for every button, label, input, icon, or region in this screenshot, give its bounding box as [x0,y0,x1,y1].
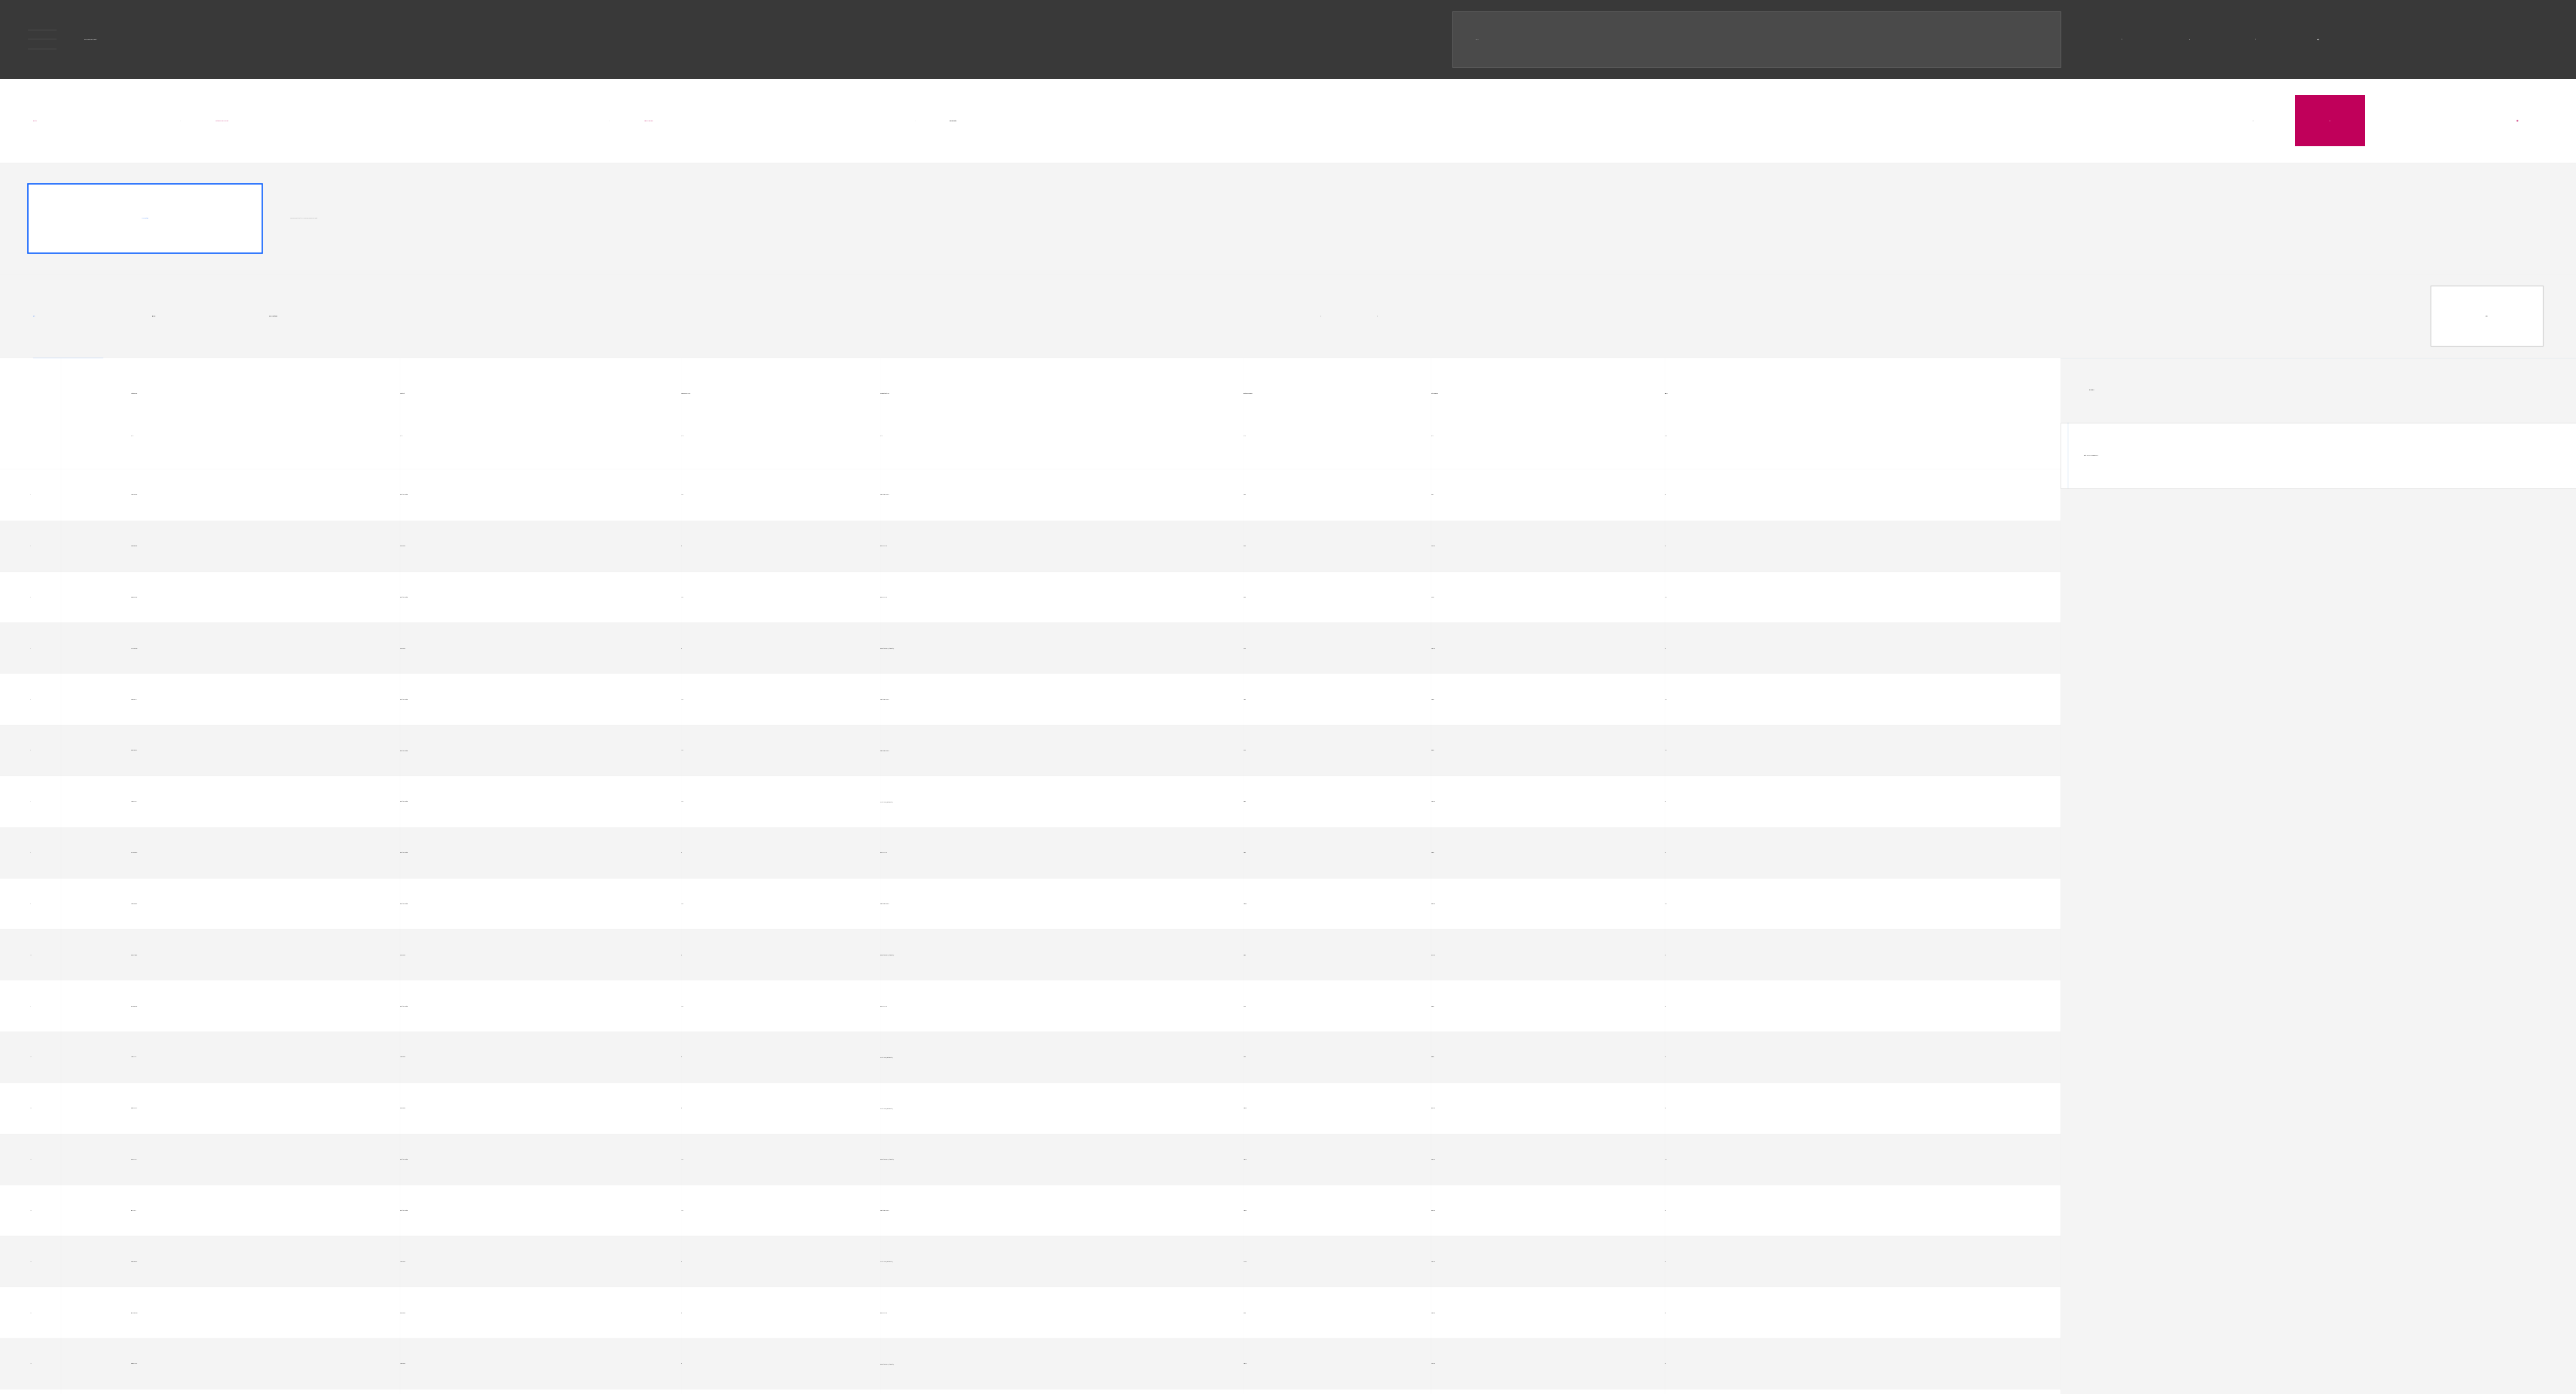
FancyBboxPatch shape [0,520,2061,572]
FancyBboxPatch shape [0,358,2061,1394]
FancyBboxPatch shape [28,184,263,254]
FancyBboxPatch shape [0,0,2576,79]
FancyBboxPatch shape [2061,358,2576,1394]
FancyBboxPatch shape [0,572,2061,623]
FancyBboxPatch shape [0,163,2576,275]
FancyBboxPatch shape [0,1083,2061,1133]
FancyBboxPatch shape [0,1338,2061,1390]
FancyBboxPatch shape [0,1032,2061,1083]
FancyBboxPatch shape [0,930,2061,980]
FancyBboxPatch shape [0,673,2061,725]
FancyBboxPatch shape [0,1236,2061,1287]
FancyBboxPatch shape [0,470,2061,520]
FancyBboxPatch shape [0,878,2061,930]
FancyBboxPatch shape [0,725,2061,776]
FancyBboxPatch shape [0,623,2061,673]
FancyBboxPatch shape [0,1133,2061,1185]
FancyBboxPatch shape [2061,422,2576,488]
FancyBboxPatch shape [0,1390,2061,1394]
FancyBboxPatch shape [0,827,2061,878]
FancyBboxPatch shape [0,275,2576,358]
FancyBboxPatch shape [0,79,2576,163]
FancyBboxPatch shape [0,1287,2061,1338]
FancyBboxPatch shape [0,358,2061,470]
FancyBboxPatch shape [0,1185,2061,1236]
FancyBboxPatch shape [1453,11,2061,67]
FancyBboxPatch shape [2295,95,2365,146]
FancyBboxPatch shape [0,776,2061,827]
FancyBboxPatch shape [2432,286,2543,346]
FancyBboxPatch shape [0,980,2061,1032]
